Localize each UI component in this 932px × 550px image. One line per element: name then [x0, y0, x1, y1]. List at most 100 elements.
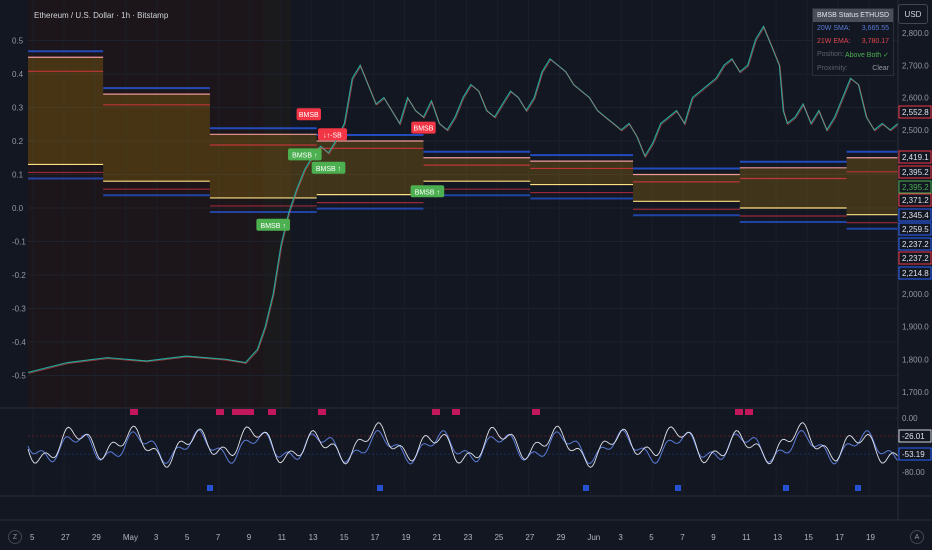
x-axis-tick: 3	[618, 533, 623, 542]
bmsb-band-fill	[209, 134, 317, 198]
status-value: 3,780.17	[861, 38, 889, 45]
signal-marker-box	[288, 148, 322, 161]
price-label-box	[898, 222, 932, 236]
osc-axis-tick: -80.00	[902, 468, 925, 477]
x-axis-tick: 13	[773, 533, 782, 542]
x-axis-tick: 13	[309, 533, 318, 542]
left-axis-tick: -0.1	[12, 238, 26, 247]
status-row: 20W SMA: 3,665.55	[813, 22, 893, 35]
osc-oversold-block	[583, 485, 589, 491]
osc-oversold-block	[783, 485, 789, 491]
x-axis-tick: 5	[185, 533, 190, 542]
bmsb-band-fill	[530, 161, 634, 185]
left-axis-tick: 0.4	[12, 70, 24, 79]
right-axis-tick: 2,500.0	[902, 126, 929, 135]
osc-overbought-block	[130, 409, 138, 415]
x-axis-tick: 17	[835, 533, 844, 542]
x-axis-tick: 3	[154, 533, 159, 542]
x-axis-tick: 27	[525, 533, 534, 542]
price-label: 2,214.8	[902, 269, 929, 278]
x-axis-tick: 19	[402, 533, 411, 542]
x-axis-tick: 5	[30, 533, 35, 542]
x-axis-tick: 19	[866, 533, 875, 542]
osc-overbought-block	[532, 409, 540, 415]
x-axis-tick: 25	[494, 533, 503, 542]
status-header: BMSB Status ETHUSD	[813, 9, 893, 22]
x-axis-tick: 11	[742, 533, 751, 542]
x-axis-tick: 9	[711, 533, 716, 542]
signal-marker-box	[318, 128, 347, 141]
right-axis-tick: 1,900.0	[902, 323, 929, 332]
price-label: 2,345.4	[902, 211, 929, 220]
left-axis-tick: 0.0	[12, 204, 24, 213]
x-axis-tick: 9	[247, 533, 252, 542]
right-axis-tick: 2,600.0	[902, 94, 929, 103]
x-axis-tick: Jun	[587, 533, 600, 542]
status-row: 21W EMA: 3,780.17	[813, 35, 893, 48]
osc-oversold-block	[207, 485, 213, 491]
signal-marker-box	[256, 218, 290, 231]
bmsb-band-fill	[423, 157, 531, 182]
price-label-box	[898, 165, 932, 179]
x-axis-tick: 17	[371, 533, 380, 542]
signal-marker: ↓↑-SB	[323, 132, 342, 139]
left-axis-tick: 0.3	[12, 104, 24, 113]
osc-overbought-block	[240, 409, 248, 415]
price-label: 2,259.5	[902, 225, 929, 234]
osc-main-line	[27, 422, 899, 468]
signal-marker-box	[410, 185, 445, 198]
osc-overbought-block	[452, 409, 460, 415]
signal-marker: BMSB	[299, 112, 319, 119]
osc-value-label: -26.01	[902, 432, 925, 441]
right-axis-tick: 2,800.0	[902, 29, 929, 38]
status-label: Proximity:	[817, 65, 848, 72]
signal-marker-box	[411, 121, 436, 134]
left-axis-tick: -0.4	[12, 338, 26, 347]
left-axis-tick: -0.2	[12, 271, 26, 280]
signal-marker: BMSB ↑	[415, 189, 440, 196]
x-axis-tick: May	[123, 533, 138, 542]
status-label: Position:	[817, 51, 844, 58]
price-label: 2,395.2	[902, 168, 929, 177]
bmsb-band-fill	[846, 157, 898, 215]
bmsb-status-panel: BMSB Status ETHUSD 20W SMA: 3,665.55 21W…	[812, 8, 894, 76]
osc-oversold-block	[855, 485, 861, 491]
price-label: 2,237.2	[902, 254, 929, 263]
left-axis-tick: 0.1	[12, 171, 24, 180]
currency-button[interactable]: USD	[898, 4, 928, 24]
left-axis-tick: 0.2	[12, 137, 24, 146]
left-axis-tick: -0.5	[12, 372, 26, 381]
signal-marker: BMSB ↑	[316, 166, 341, 173]
status-label: 20W SMA:	[817, 25, 851, 32]
x-axis-tick: 15	[340, 533, 349, 542]
price-label-box	[898, 105, 932, 119]
zoom-button[interactable]: Z	[8, 530, 22, 544]
osc-overbought-block	[268, 409, 276, 415]
price-label-box	[898, 266, 932, 280]
left-axis-tick: -0.3	[12, 305, 26, 314]
bmsb-band-fill	[739, 167, 847, 208]
price-label: 2,395.2	[902, 183, 929, 192]
x-axis-tick: 29	[92, 533, 101, 542]
x-axis-tick: 7	[216, 533, 221, 542]
osc-overbought-block	[318, 409, 326, 415]
price-label: 2,237.2	[902, 240, 929, 249]
right-axis-tick: 2,700.0	[902, 61, 929, 70]
price-label-box	[898, 150, 932, 164]
price-label: 2,419.1	[902, 153, 929, 162]
signal-marker: BMSB ↑	[292, 152, 317, 159]
status-header-right: ETHUSD	[860, 12, 889, 19]
auto-scale-button[interactable]: A	[910, 530, 924, 544]
status-value: Clear	[872, 65, 889, 72]
price-label-box	[898, 193, 932, 207]
osc-overbought-block	[246, 409, 254, 415]
status-value: 3,665.55	[861, 25, 889, 32]
right-axis-tick: 1,700.0	[902, 388, 929, 397]
osc-value-box	[898, 447, 932, 461]
signal-marker: BMSB	[414, 126, 434, 133]
bmsb-band-fill	[633, 174, 740, 202]
price-label-box	[898, 251, 932, 265]
signal-marker-box	[311, 161, 346, 174]
x-axis-tick: 27	[61, 533, 70, 542]
